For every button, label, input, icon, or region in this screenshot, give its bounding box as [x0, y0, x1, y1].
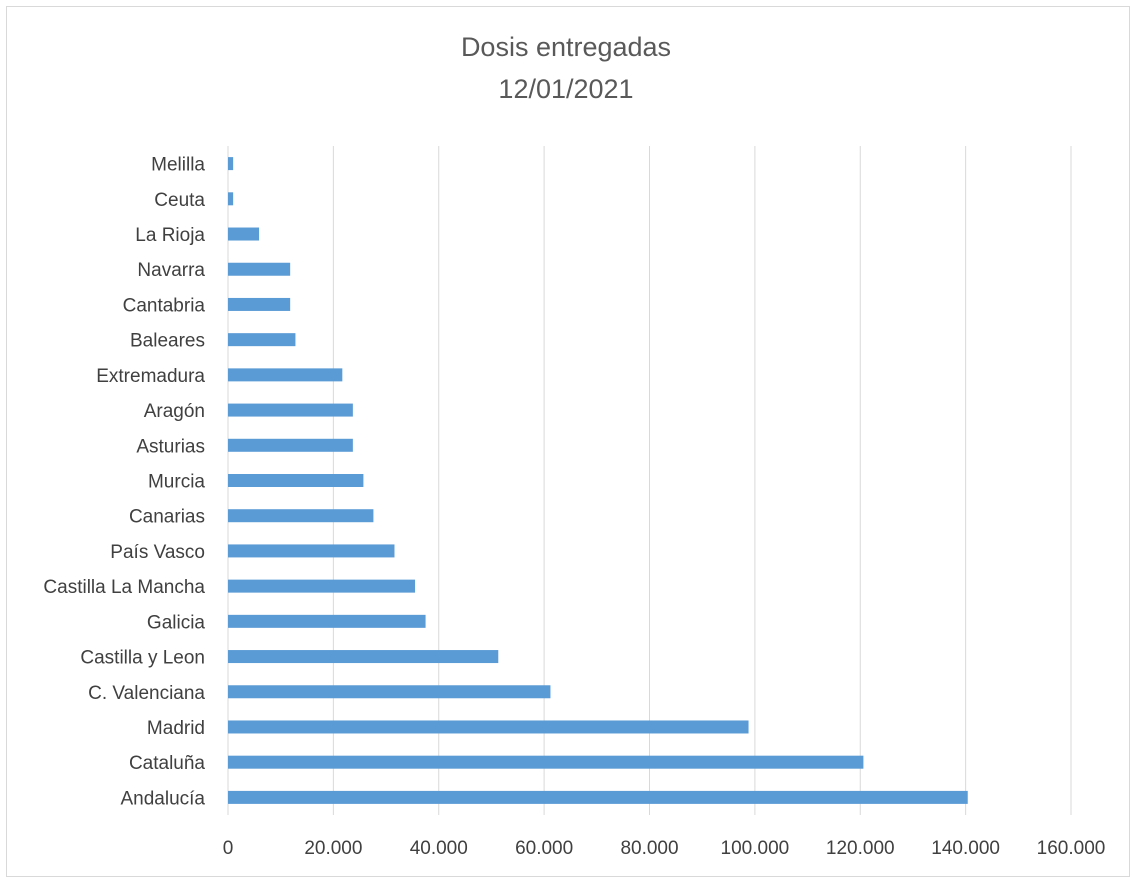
category-label: Madrid	[147, 718, 205, 739]
bar	[228, 720, 749, 734]
category-label: Baleares	[130, 331, 205, 352]
category-label: Castilla y Leon	[80, 648, 205, 669]
x-tick-label: 100.000	[721, 838, 790, 859]
x-tick-label: 20.000	[304, 838, 362, 859]
bar	[228, 403, 353, 417]
bar	[228, 509, 374, 523]
chart-subtitle: 12/01/2021	[498, 74, 634, 104]
x-tick-labels: 0 20.000 40.000 60.000 80.000 100.000 120.000 1…	[223, 838, 1106, 859]
bar	[228, 157, 234, 171]
bar	[228, 297, 291, 311]
x-tick-label: 60.000	[515, 838, 573, 859]
x-tick-label: 0	[223, 838, 234, 859]
x-tick-label: 120.000	[826, 838, 895, 859]
category-label: Cataluña	[129, 753, 205, 774]
bar	[228, 544, 395, 558]
category-label: Murcia	[148, 472, 205, 493]
bar	[228, 192, 234, 206]
x-tick-label: 140.000	[931, 838, 1000, 859]
category-label: Melilla	[151, 155, 205, 176]
bars	[228, 157, 968, 804]
bar	[228, 650, 499, 664]
bar	[228, 333, 296, 347]
category-label: País Vasco	[110, 542, 205, 563]
bar	[228, 685, 551, 699]
gridlines	[227, 146, 1072, 815]
category-label: Extremadura	[96, 366, 205, 387]
bar	[228, 368, 343, 382]
category-label: Castilla La Mancha	[43, 577, 205, 598]
category-labels: Andalucía Cataluña Madrid C. Valenciana Cast…	[43, 155, 205, 810]
category-label: Cantabria	[123, 295, 206, 316]
x-tick-label: 40.000	[410, 838, 468, 859]
category-label: Navarra	[137, 260, 205, 281]
x-tick-label: 80.000	[620, 838, 678, 859]
category-label: Canarias	[129, 507, 205, 528]
category-label: Andalucía	[120, 788, 205, 809]
bar	[228, 227, 260, 241]
bar	[228, 614, 426, 628]
bar	[228, 755, 864, 769]
category-label: Galicia	[147, 612, 206, 633]
bar	[228, 790, 968, 804]
category-label: La Rioja	[135, 225, 205, 246]
category-label: Ceuta	[154, 190, 205, 211]
category-label: Asturias	[136, 436, 205, 457]
category-label: C. Valenciana	[88, 683, 205, 704]
bar	[228, 579, 416, 593]
bar	[228, 474, 364, 487]
category-label: Aragón	[144, 401, 205, 422]
chart-title: Dosis entregadas	[460, 32, 672, 62]
bar	[228, 262, 291, 276]
x-tick-label: 160.000	[1037, 838, 1106, 859]
bar	[228, 438, 353, 452]
